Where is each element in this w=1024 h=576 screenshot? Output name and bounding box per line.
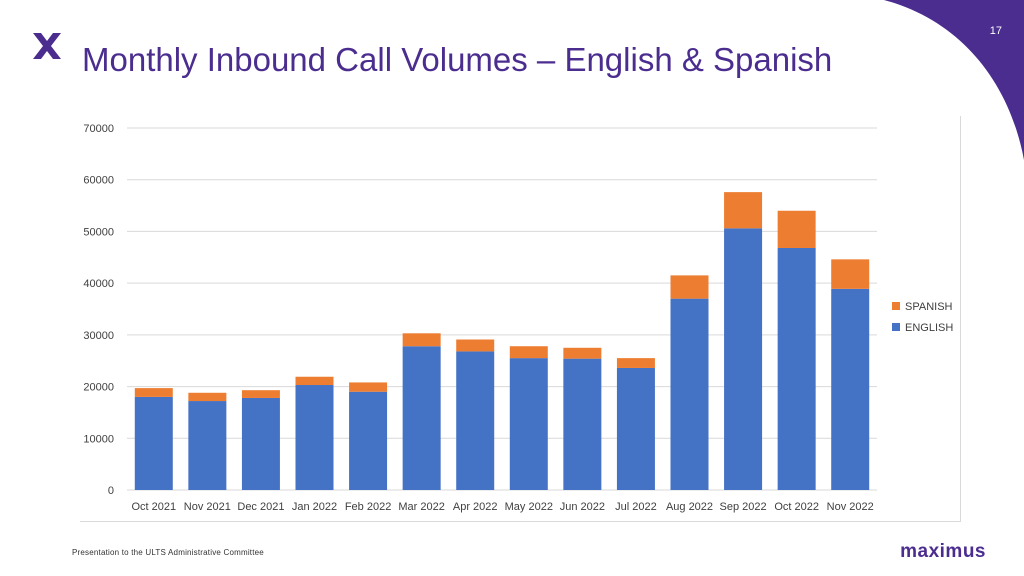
bar-english-oct-2021 — [134, 396, 173, 490]
x-axis-ticks: Oct 2021 Nov 2021 Dec 2021 Jan 2022 Feb 2022… — [131, 501, 873, 513]
bar-spanish-jun-2022 — [563, 347, 602, 359]
bar-english-aug-2022 — [670, 298, 709, 490]
bar-spanish-jan-2022 — [295, 376, 334, 386]
bar-english-sep-2022 — [724, 228, 763, 490]
corner-swoosh-decoration — [884, 0, 1024, 160]
x-tick-label: Oct 2022 — [774, 501, 819, 513]
x-tick-label: Jun 2022 — [560, 501, 605, 513]
legend-label-english: ENGLISH — [905, 322, 953, 334]
x-tick-label: Jul 2022 — [615, 501, 657, 513]
legend: SPANISH ENGLISH — [892, 301, 953, 334]
bar-spanish-nov-2022 — [831, 259, 870, 289]
bar-spanish-apr-2022 — [456, 339, 495, 352]
brand-logo-wordmark: maximus — [900, 541, 986, 562]
slide-title: Monthly Inbound Call Volumes – English &… — [82, 41, 833, 78]
footer-text: Presentation to the ULTS Administrative … — [72, 548, 264, 557]
bar-english-nov-2021 — [188, 401, 227, 490]
bar-english-dec-2021 — [241, 397, 280, 490]
bar-english-jun-2022 — [563, 358, 602, 490]
y-tick-label: 20000 — [83, 382, 114, 394]
y-tick-label: 30000 — [83, 330, 114, 342]
gridlines — [127, 127, 877, 491]
bar-english-jul-2022 — [616, 367, 655, 490]
x-tick-label: Apr 2022 — [453, 501, 498, 513]
x-tick-label: Mar 2022 — [398, 501, 444, 513]
bar-spanish-dec-2021 — [241, 390, 280, 398]
bar-english-mar-2022 — [402, 346, 441, 490]
y-tick-label: 60000 — [83, 175, 114, 187]
chart-container: 0 10000 20000 30000 40000 50000 60000 70000 Oct… — [80, 116, 961, 522]
legend-swatch-spanish — [892, 302, 900, 310]
bar-english-may-2022 — [509, 358, 548, 490]
bar-english-apr-2022 — [456, 351, 495, 490]
stacked-bar-chart: 0 10000 20000 30000 40000 50000 60000 70000 Oct… — [83, 123, 953, 513]
bar-spanish-jul-2022 — [616, 358, 655, 368]
x-tick-label: Oct 2021 — [131, 501, 176, 513]
y-tick-label: 40000 — [83, 278, 114, 290]
bar-spanish-nov-2021 — [188, 392, 227, 402]
bar-english-feb-2022 — [349, 391, 388, 490]
bar-spanish-oct-2021 — [134, 388, 173, 397]
x-tick-label: Nov 2022 — [827, 501, 874, 513]
y-axis-ticks: 0 10000 20000 30000 40000 50000 60000 70000 — [83, 123, 114, 497]
bar-spanish-sep-2022 — [724, 192, 763, 229]
x-tick-label: Feb 2022 — [345, 501, 391, 513]
y-tick-label: 0 — [108, 485, 114, 497]
x-tick-label: Nov 2021 — [184, 501, 231, 513]
y-tick-label: 70000 — [83, 123, 114, 135]
y-tick-label: 10000 — [83, 433, 114, 445]
legend-label-spanish: SPANISH — [905, 301, 953, 313]
x-tick-label: Dec 2021 — [237, 501, 284, 513]
bar-spanish-mar-2022 — [402, 333, 441, 347]
x-tick-label: Jan 2022 — [292, 501, 337, 513]
corner-swoosh-shape — [884, 0, 1024, 160]
bar-english-nov-2022 — [831, 288, 870, 490]
x-tick-label: Sep 2022 — [720, 501, 767, 513]
page-number: 17 — [989, 25, 1002, 37]
x-tick-label: May 2022 — [505, 501, 553, 513]
x-logo-icon — [33, 33, 61, 59]
bar-spanish-oct-2022 — [777, 210, 816, 248]
bar-english-oct-2022 — [777, 247, 816, 490]
bars — [134, 192, 870, 490]
y-tick-label: 50000 — [83, 226, 114, 238]
bar-spanish-feb-2022 — [349, 382, 388, 392]
bar-spanish-may-2022 — [509, 346, 548, 359]
x-tick-label: Aug 2022 — [666, 501, 713, 513]
legend-swatch-english — [892, 323, 900, 331]
bar-english-jan-2022 — [295, 385, 334, 490]
bar-spanish-aug-2022 — [670, 275, 709, 299]
